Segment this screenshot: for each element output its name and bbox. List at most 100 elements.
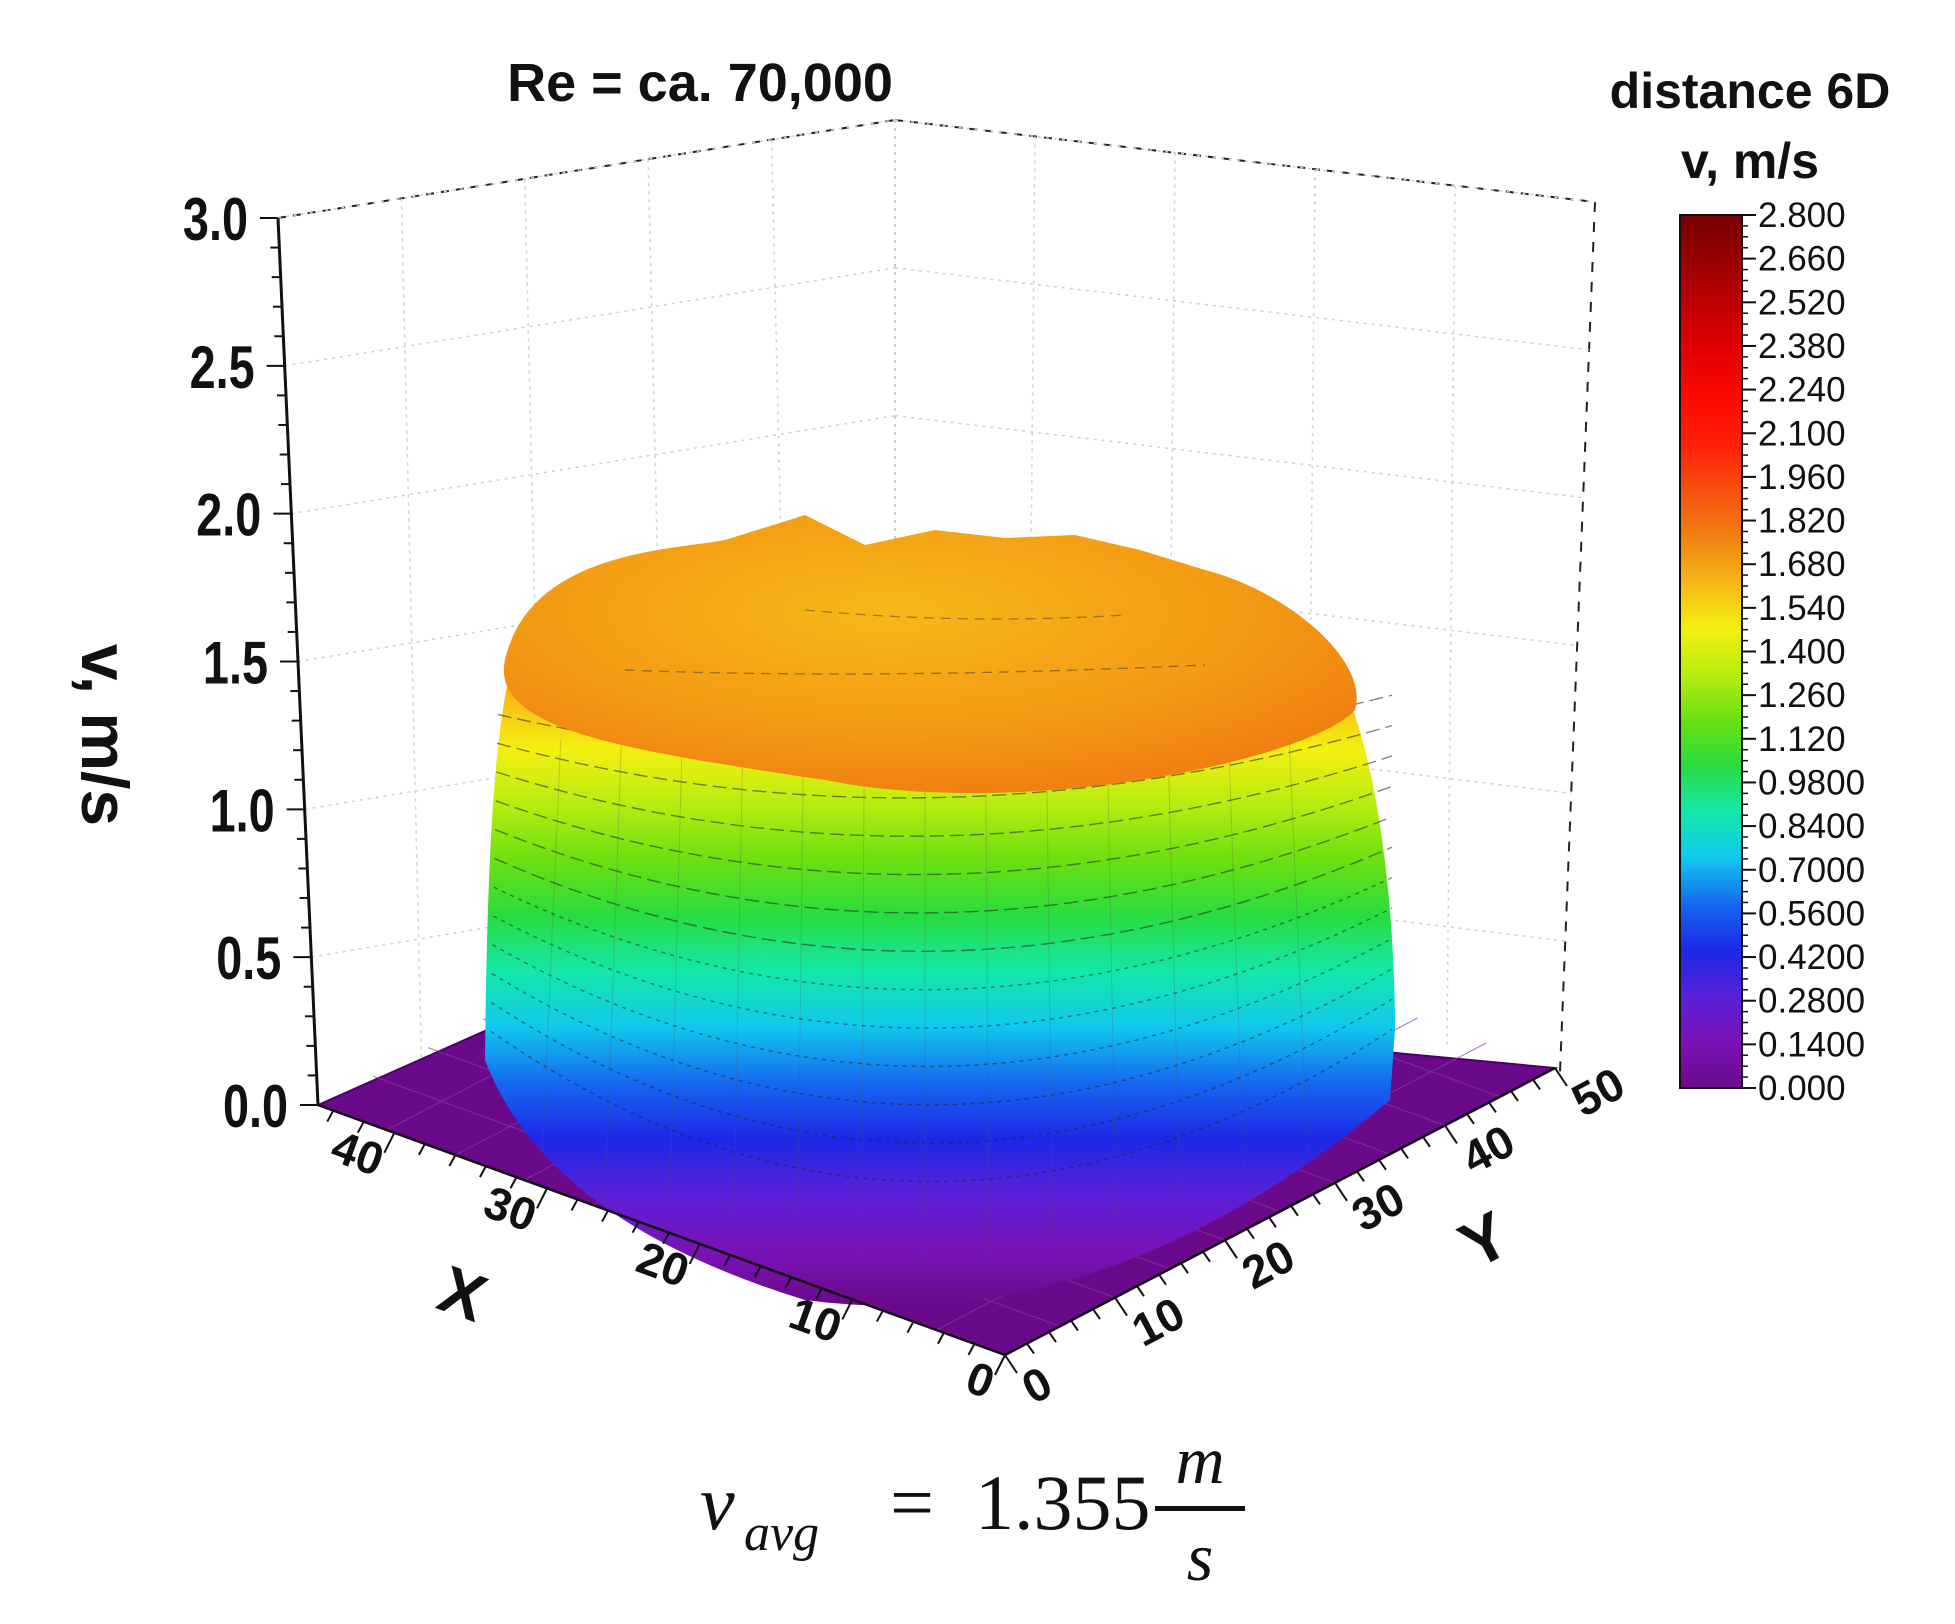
colorbar-label: 2.100 — [1758, 414, 1846, 453]
x-tick — [937, 1332, 945, 1345]
y-tick — [1400, 1147, 1409, 1159]
x-axis-line — [317, 1103, 1006, 1357]
z-tick-label: 0.0 — [223, 1073, 288, 1140]
mesh-line — [860, 739, 865, 1259]
x-tick — [994, 1354, 1006, 1376]
contour-line — [496, 724, 1393, 799]
mesh-line — [1167, 739, 1181, 1196]
colorbar-label: 0.7000 — [1758, 851, 1865, 890]
fraction-bar — [1155, 1506, 1245, 1511]
x-tick — [814, 1287, 823, 1300]
y-tick — [1114, 1297, 1128, 1317]
contour-line — [492, 937, 1393, 1068]
x-tick — [479, 1165, 487, 1178]
colorbar-label: 1.960 — [1758, 458, 1846, 497]
y-tick — [1202, 1251, 1211, 1263]
y-tick — [1444, 1124, 1458, 1144]
x-tick — [753, 1265, 762, 1278]
x-tick — [448, 1154, 457, 1167]
y-tick — [1092, 1308, 1101, 1320]
mesh-line — [542, 739, 562, 1153]
colorbar-label: 0.9800 — [1758, 763, 1865, 802]
y-tick-label: 20 — [1233, 1229, 1303, 1299]
colorbar-label: 0.8400 — [1758, 807, 1865, 846]
y-tick — [1378, 1159, 1387, 1171]
mesh-line — [1288, 739, 1308, 1153]
colorbar-label: 2.800 — [1758, 196, 1846, 235]
grid-line — [894, 414, 1584, 499]
avg-unit: m s — [1155, 1420, 1245, 1597]
y-tick — [1510, 1090, 1519, 1102]
chart-title: Re = ca. 70,000 — [507, 53, 893, 113]
y-tick — [1334, 1182, 1348, 1202]
mesh-line — [1228, 739, 1245, 1174]
z-tick-label: 3.0 — [183, 186, 248, 253]
legend-title: v, m/s — [1680, 133, 1820, 189]
grid-line — [894, 267, 1590, 351]
x-tick — [417, 1143, 426, 1156]
x-tick — [841, 1298, 854, 1320]
y-tick — [1532, 1078, 1541, 1091]
x-tick — [906, 1321, 915, 1334]
surface-wall — [485, 610, 1395, 1306]
x-tick-label: 0 — [960, 1351, 1002, 1409]
grid-line — [277, 119, 896, 219]
x-tick-label: 40 — [325, 1120, 391, 1186]
grid-line — [311, 858, 896, 958]
box-edge — [1559, 201, 1596, 1073]
mesh-line — [797, 739, 805, 1238]
y-tick — [1070, 1319, 1079, 1332]
contour-line — [492, 907, 1393, 1029]
contour-line — [490, 998, 1393, 1144]
y-tick — [1312, 1193, 1321, 1205]
x-tick — [536, 1187, 548, 1209]
y-axis-title: Y — [1447, 1197, 1521, 1283]
grid-line — [291, 414, 896, 515]
colorbar: 0.000 0.1400 0.2800 0.4200 0.5600 0.7000 0.840… — [1679, 196, 1865, 1108]
z-tick-label: 2.5 — [190, 334, 255, 401]
x-tick — [326, 1110, 335, 1123]
contour-line — [804, 609, 1126, 620]
contour-line — [495, 785, 1393, 876]
colorbar-label: 1.680 — [1758, 545, 1846, 584]
x-tick — [383, 1132, 396, 1154]
mesh-line — [605, 739, 622, 1174]
y-tick — [1224, 1239, 1238, 1259]
colorbar-label: 1.260 — [1758, 676, 1846, 715]
colorbar-label: 0.1400 — [1758, 1025, 1865, 1064]
x-tick — [570, 1198, 579, 1211]
mesh-line — [1106, 739, 1117, 1217]
avg-equals: = — [890, 1459, 934, 1546]
colorbar-label: 1.120 — [1758, 720, 1846, 759]
z-tick-label: 1.0 — [210, 778, 275, 845]
y-tick — [1554, 1067, 1568, 1087]
y-tick — [1246, 1228, 1255, 1240]
colorbar-label: 2.380 — [1758, 327, 1846, 366]
grid-line — [1446, 185, 1456, 1046]
x-axis-title: X — [430, 1251, 497, 1336]
colorbar-label: 2.520 — [1758, 283, 1846, 322]
mesh-line — [669, 739, 683, 1196]
colorbar-label: 2.660 — [1758, 240, 1846, 279]
colorbar-label: 0.5600 — [1758, 894, 1865, 933]
x-tick — [688, 1243, 701, 1265]
y-tick-label: 50 — [1563, 1057, 1633, 1127]
y-tick — [1136, 1285, 1145, 1297]
x-tick — [875, 1310, 884, 1323]
y-tick — [1158, 1274, 1167, 1286]
y-tick — [1488, 1101, 1497, 1114]
avg-symbol: v — [700, 1459, 735, 1546]
colorbar-scale — [1679, 214, 1743, 1089]
x-tick — [723, 1254, 732, 1267]
colorbar-label: 0.4200 — [1758, 938, 1865, 977]
y-tick — [1466, 1113, 1475, 1125]
mesh-line — [1045, 739, 1053, 1238]
surface-top — [503, 515, 1357, 794]
z-tick-label: 1.5 — [203, 630, 268, 697]
average-velocity-annotation: v avg = 1.355 m s — [700, 1420, 1400, 1600]
y-tick-label: 10 — [1123, 1286, 1193, 1356]
grid-line — [894, 119, 1596, 203]
y-tick — [1356, 1170, 1365, 1182]
